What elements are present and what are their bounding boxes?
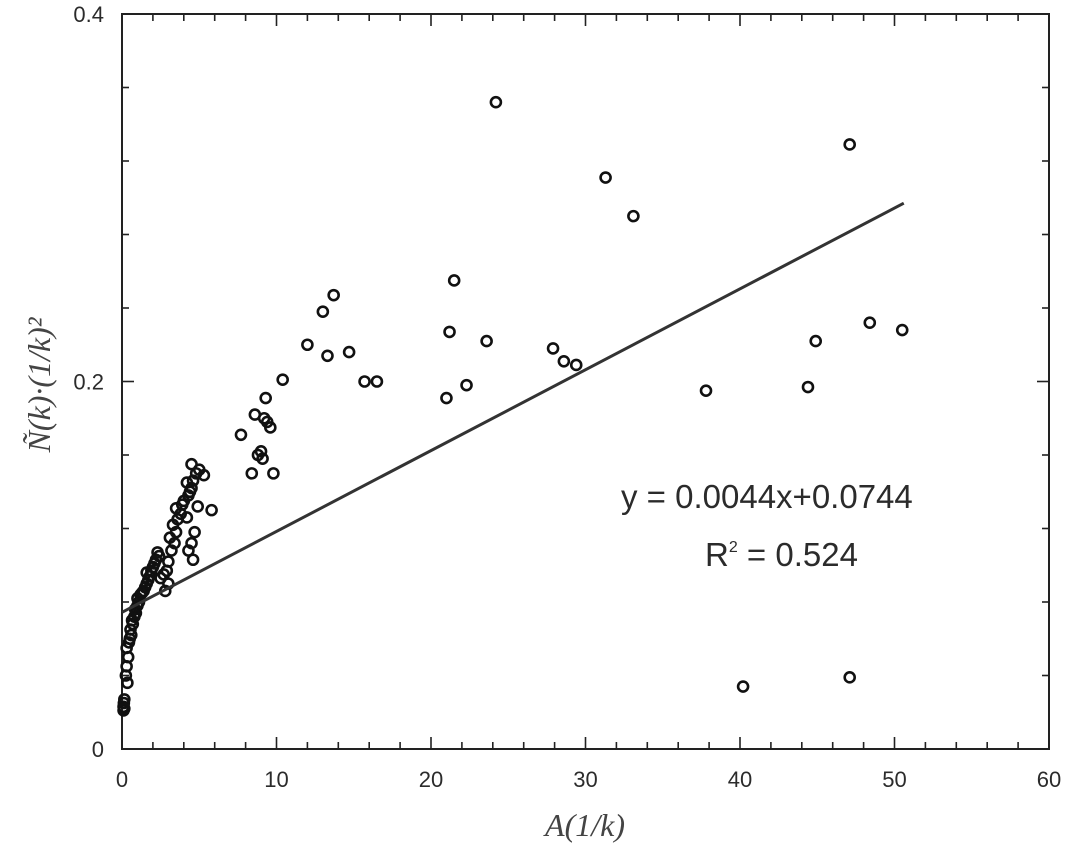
- data-point: [165, 544, 178, 557]
- r-squared-value: = 0.524: [738, 536, 858, 573]
- data-point: [186, 553, 200, 567]
- x-tick-label: 10: [264, 767, 288, 792]
- data-points: [117, 95, 909, 717]
- y-tick-label: 0.4: [73, 2, 104, 27]
- x-tick-label: 30: [573, 767, 597, 792]
- x-tick-label: 60: [1037, 767, 1061, 792]
- data-point: [118, 702, 131, 715]
- data-point: [188, 525, 201, 539]
- y-tick-label: 0.2: [73, 370, 104, 395]
- data-point: [186, 474, 200, 488]
- data-point: [169, 525, 183, 539]
- trend-equation: y = 0.0044x+0.0744: [621, 478, 913, 515]
- data-point: [801, 380, 815, 394]
- data-point: [736, 680, 750, 693]
- data-point: [264, 421, 277, 434]
- data-point: [447, 274, 461, 287]
- data-point: [245, 467, 259, 480]
- data-point: [267, 467, 280, 480]
- data-point: [599, 171, 612, 184]
- x-tick-label: 20: [419, 767, 443, 792]
- data-point: [185, 536, 198, 550]
- data-point: [843, 671, 856, 684]
- data-point: [358, 375, 371, 388]
- r-squared-symbol: R: [705, 536, 729, 573]
- y-tick-label: 0: [92, 737, 104, 762]
- data-point: [316, 305, 330, 318]
- data-point: [863, 316, 877, 330]
- data-point: [162, 555, 175, 568]
- data-point: [259, 391, 272, 405]
- x-tick-label: 40: [728, 767, 752, 792]
- data-point: [121, 676, 134, 690]
- data-point: [180, 511, 194, 524]
- y-axis-title: Ñ(k)·(1/k)²: [21, 316, 57, 453]
- data-point: [256, 452, 269, 465]
- trend-line: [121, 201, 905, 614]
- data-point: [627, 209, 640, 223]
- data-point: [546, 342, 560, 355]
- plot-frame: [121, 13, 1050, 750]
- data-point: [180, 476, 194, 489]
- r-squared-label: R2 = 0.524: [705, 536, 858, 573]
- data-point: [151, 546, 164, 559]
- x-tick-label: 50: [882, 767, 906, 792]
- data-point: [443, 325, 456, 339]
- data-point: [569, 358, 583, 372]
- data-point: [440, 391, 453, 405]
- data-point: [489, 95, 503, 109]
- data-point: [321, 349, 334, 363]
- data-point: [191, 500, 205, 513]
- data-point: [197, 468, 211, 482]
- data-point: [895, 323, 909, 337]
- data-point: [276, 373, 289, 386]
- data-point: [460, 378, 473, 392]
- data-point: [699, 384, 713, 397]
- data-point: [557, 354, 571, 368]
- tick-labels: 0 10 20 30 40 50 60 0 0.2 0.4: [73, 2, 1061, 792]
- x-axis-title: A(1/k): [543, 807, 625, 843]
- data-point: [480, 334, 493, 348]
- axis-ticks: [121, 13, 1050, 750]
- data-point: [342, 345, 356, 359]
- data-point: [843, 138, 856, 151]
- data-point: [234, 428, 248, 442]
- data-point: [205, 503, 218, 517]
- data-point: [327, 288, 340, 302]
- data-point: [301, 338, 314, 352]
- r-squared-exponent: 2: [729, 539, 738, 556]
- data-point: [254, 445, 268, 458]
- data-point: [370, 375, 384, 388]
- x-tick-label: 0: [116, 767, 128, 792]
- data-point: [809, 334, 823, 348]
